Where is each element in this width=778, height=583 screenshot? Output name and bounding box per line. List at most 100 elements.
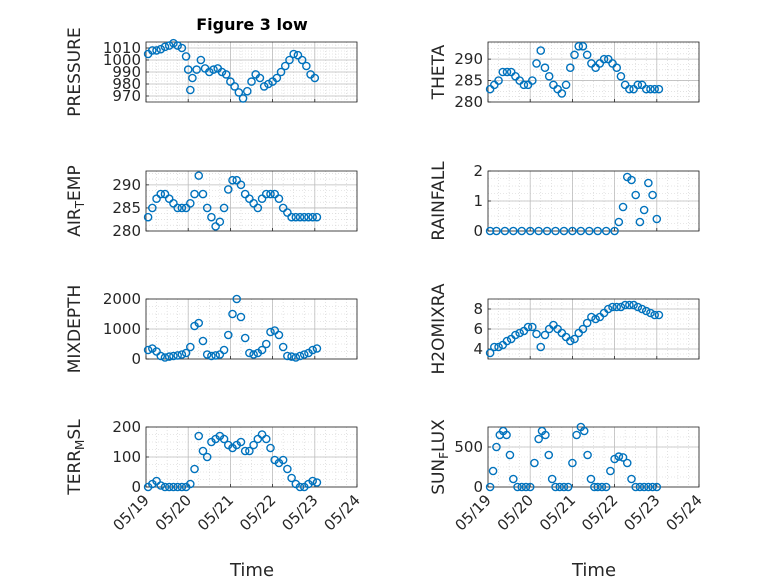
y-tick-label: 1 — [473, 192, 483, 210]
data-point — [238, 94, 248, 103]
data-point — [616, 71, 626, 81]
data-point — [652, 214, 662, 224]
data-point — [236, 312, 246, 322]
data-point — [565, 63, 575, 73]
data-point — [601, 482, 611, 492]
data-point — [574, 41, 584, 51]
data-point — [223, 185, 233, 194]
data-point — [582, 318, 592, 328]
data-point — [295, 351, 305, 361]
x-tick-label: 05/21 — [194, 491, 237, 534]
x-tick-label: 05/20 — [152, 491, 195, 534]
data-point — [177, 482, 187, 492]
data-point — [204, 67, 214, 77]
data-point — [278, 455, 288, 465]
y-tick-label: 280 — [112, 222, 141, 240]
data-point — [156, 44, 166, 54]
data-point — [266, 189, 275, 199]
data-point — [561, 80, 571, 90]
y-tick-label: 0 — [473, 222, 483, 240]
data-point — [534, 226, 543, 236]
data-point — [557, 89, 567, 98]
x-axis-label-right: Time — [571, 560, 616, 581]
data-point — [219, 345, 229, 355]
data-point — [278, 342, 288, 352]
data-point — [295, 482, 305, 492]
data-point — [169, 38, 178, 48]
data-point — [266, 443, 275, 453]
data-point — [637, 304, 647, 314]
panel-rainfall: 0 1 2 RAINFALL — [429, 161, 700, 241]
data-point — [211, 351, 220, 360]
data-point — [173, 351, 182, 360]
y-axis-label: AIRTEMP — [65, 165, 87, 236]
data-point — [257, 345, 267, 355]
data-point — [541, 430, 550, 440]
x-tick-label: 05/24 — [321, 491, 364, 534]
data-point — [217, 67, 227, 77]
panel-mixdepth: 0 1000 2000 MIXDEPTH — [65, 285, 358, 373]
data-point — [492, 442, 501, 452]
data-point — [555, 482, 565, 492]
data-point — [160, 353, 170, 362]
data-point — [519, 80, 529, 90]
data-point — [639, 482, 649, 492]
data-point — [215, 350, 225, 359]
data-point — [544, 450, 554, 460]
data-point — [240, 189, 250, 199]
data-point — [633, 302, 643, 312]
y-tick-label: 290 — [454, 50, 483, 68]
data-point — [612, 63, 622, 73]
data-point — [644, 178, 653, 188]
data-point — [148, 203, 157, 213]
data-point — [485, 348, 495, 358]
data-point — [502, 336, 512, 346]
data-point — [242, 86, 252, 96]
data-point — [232, 294, 242, 304]
data-point — [156, 481, 166, 490]
data-point — [148, 46, 157, 55]
data-point — [285, 55, 294, 65]
data-point — [570, 50, 579, 60]
data-point — [202, 452, 212, 462]
data-point — [190, 189, 199, 199]
x-tick-label: 05/24 — [663, 491, 706, 534]
data-point — [308, 212, 317, 222]
data-point — [622, 458, 632, 468]
figure-title: Figure 3 low — [196, 15, 308, 34]
axes-box — [145, 170, 358, 232]
y-axis-label: H2OMIXRA — [429, 283, 449, 374]
data-point — [291, 353, 301, 362]
data-point — [583, 450, 592, 460]
data-point — [614, 217, 624, 227]
data-point — [287, 212, 296, 222]
data-point — [253, 434, 263, 444]
y-tick-label: 970 — [112, 87, 141, 105]
data-point — [177, 350, 187, 359]
data-point — [173, 482, 182, 492]
data-point — [603, 304, 613, 314]
data-point — [646, 84, 655, 94]
data-point — [152, 476, 161, 486]
data-point — [582, 50, 592, 60]
data-point — [614, 452, 624, 461]
data-point — [164, 482, 174, 492]
data-point — [530, 458, 539, 468]
data-point — [625, 84, 634, 94]
data-point — [202, 350, 212, 359]
data-point — [209, 65, 218, 74]
data-point — [156, 189, 166, 199]
data-point — [299, 212, 309, 222]
data-point — [648, 482, 657, 492]
data-point — [635, 482, 645, 492]
data-point — [308, 345, 317, 355]
data-point — [194, 171, 204, 180]
data-point — [502, 430, 511, 440]
data-point — [644, 482, 653, 492]
data-point — [196, 55, 206, 65]
data-point — [492, 226, 501, 236]
y-tick-label: 285 — [454, 72, 483, 90]
data-point — [578, 41, 588, 51]
y-tick-label: 200 — [112, 418, 141, 436]
